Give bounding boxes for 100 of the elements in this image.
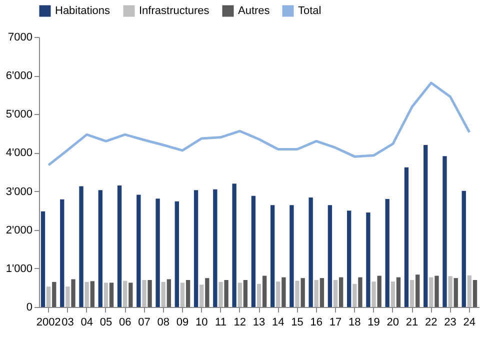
bar — [238, 282, 242, 307]
bar — [385, 199, 390, 307]
x-tick-label: 06 — [118, 316, 132, 328]
legend-label: Total — [298, 5, 322, 17]
y-tick-label: 5'000 — [6, 108, 32, 121]
x-tick-label: 23 — [444, 316, 456, 328]
bar — [200, 284, 204, 307]
bar — [454, 278, 458, 307]
x-tick-label: 04 — [80, 316, 93, 328]
bar — [161, 282, 166, 307]
bar — [424, 145, 428, 307]
bar — [434, 276, 439, 307]
bar — [308, 197, 313, 307]
bar — [339, 277, 344, 307]
line-series — [47, 82, 471, 166]
bar — [142, 280, 146, 307]
bar — [462, 190, 466, 307]
bar — [410, 280, 414, 307]
y-tick-label: 7000 — [8, 32, 32, 44]
x-tick-label: 08 — [157, 316, 170, 328]
bar — [66, 286, 70, 307]
bar — [224, 280, 228, 307]
x-tick-label: 09 — [176, 316, 189, 328]
x-tick-label: 14 — [272, 316, 284, 328]
bar — [251, 196, 256, 307]
bar — [352, 284, 357, 307]
bar — [40, 211, 46, 307]
bar — [60, 199, 64, 307]
x-tick-label: 24 — [463, 316, 476, 328]
x-tick-label: 07 — [138, 316, 150, 328]
bar — [390, 282, 395, 307]
bar — [218, 282, 223, 307]
x-tick-label: 16 — [310, 316, 323, 328]
bar — [290, 205, 294, 307]
bar — [109, 282, 114, 307]
bar — [148, 280, 152, 307]
bar — [416, 274, 420, 307]
y-tick-label: 4'000 — [6, 147, 32, 160]
x-tick-label: 03 — [62, 316, 74, 328]
bar — [448, 276, 452, 307]
y-tick-label: 3'000 — [6, 186, 32, 198]
x-tick-label: 11 — [215, 316, 226, 328]
y-tick-label: 0 — [26, 302, 32, 314]
bar — [358, 277, 362, 307]
x-tick-label: 18 — [348, 316, 361, 328]
bar — [276, 282, 280, 307]
x-tick-label: 17 — [329, 316, 342, 328]
bar — [295, 280, 300, 307]
legend-label: Autres — [238, 5, 270, 17]
bar — [396, 277, 401, 307]
bar — [79, 186, 84, 307]
bar — [320, 278, 324, 307]
bar — [467, 275, 472, 307]
x-tick-label: 10 — [195, 316, 208, 328]
bar — [128, 282, 133, 307]
bar — [404, 167, 409, 307]
x-tick-label: 2002 — [36, 316, 61, 328]
bar — [46, 286, 51, 307]
bar — [366, 212, 370, 307]
bar — [429, 277, 434, 307]
x-tick-label: 12 — [234, 316, 246, 328]
bar — [174, 201, 179, 307]
bar — [213, 189, 218, 307]
bar — [333, 280, 338, 307]
bar — [328, 205, 332, 307]
bar — [123, 280, 128, 307]
bar — [372, 282, 376, 307]
bar — [314, 280, 318, 307]
x-tick-label: 20 — [386, 316, 400, 328]
legend-label: Infrastructures — [139, 5, 210, 17]
bar — [104, 282, 108, 307]
y-tick-label: 6'000 — [6, 70, 32, 82]
bar — [90, 281, 94, 307]
bar — [300, 278, 305, 307]
bar — [136, 194, 141, 307]
x-tick-label: 15 — [291, 316, 304, 328]
bar — [472, 280, 478, 307]
legend-label: Habitations — [55, 5, 111, 17]
y-tick-label: 1'000 — [6, 262, 32, 275]
bar — [262, 276, 267, 307]
bar — [194, 190, 198, 307]
bar — [282, 277, 286, 307]
bar — [442, 156, 447, 307]
bar — [256, 284, 262, 307]
bar — [180, 282, 185, 307]
bar — [98, 190, 102, 307]
x-tick-label: 21 — [406, 316, 418, 328]
bar — [186, 280, 190, 307]
x-tick-label: 13 — [252, 316, 266, 328]
bar — [166, 279, 171, 307]
bar — [377, 276, 382, 307]
bar — [84, 282, 89, 307]
x-tick-label: 05 — [100, 316, 112, 328]
bar — [205, 278, 210, 307]
bar — [117, 186, 122, 307]
bar — [52, 282, 56, 307]
x-tick-label: 19 — [368, 316, 380, 328]
bar — [243, 280, 248, 307]
x-tick-label: 22 — [425, 316, 438, 328]
bar — [270, 205, 275, 307]
